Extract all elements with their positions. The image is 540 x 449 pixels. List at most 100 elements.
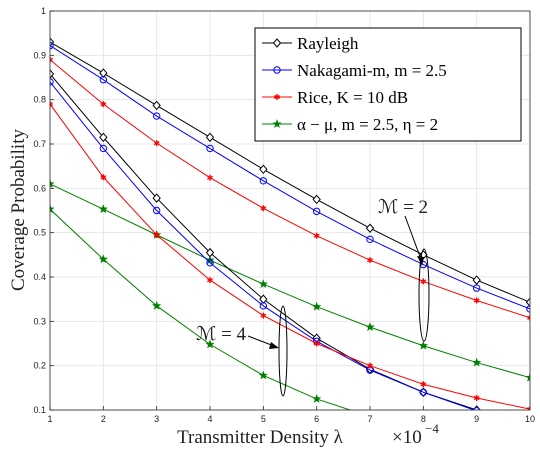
legend-label: Rice, K = 10 dB (297, 88, 408, 107)
marker (365, 223, 375, 233)
marker (258, 279, 268, 289)
x-tick-label: 4 (207, 414, 212, 424)
marker (98, 204, 108, 214)
marker (473, 297, 480, 304)
marker (313, 232, 320, 239)
x-tick-label: 10 (525, 414, 535, 424)
marker (100, 101, 107, 108)
marker (153, 231, 160, 238)
marker (152, 193, 161, 203)
marker (473, 407, 481, 410)
marker (367, 257, 373, 264)
x-tick-label: 6 (314, 414, 319, 424)
marker (50, 41, 54, 50)
annotation-arrow (404, 215, 423, 263)
marker (527, 314, 530, 321)
marker (365, 322, 375, 332)
marker (206, 259, 214, 267)
marker (99, 68, 108, 78)
marker (258, 370, 268, 380)
marker (152, 100, 161, 111)
x-tick-label: 2 (101, 414, 106, 424)
y-tick-label: 0.6 (33, 183, 46, 193)
y-axis-label: Coverage Probability (8, 129, 29, 291)
marker (472, 275, 481, 285)
x-tick-label: 5 (261, 414, 266, 424)
group-ellipse (418, 248, 430, 342)
legend-label: Rayleigh (297, 34, 359, 53)
annotation-arrow (247, 335, 275, 347)
marker (50, 179, 55, 188)
marker (260, 312, 267, 319)
marker (272, 119, 282, 128)
series-line (50, 208, 352, 410)
marker (205, 247, 215, 258)
marker (98, 254, 108, 264)
x-multiplier-exp: −4 (425, 421, 439, 436)
marker (153, 140, 160, 147)
marker (473, 433, 481, 440)
x-tick-label: 8 (421, 414, 426, 424)
marker (50, 37, 55, 47)
series-line (50, 183, 530, 379)
y-tick-label: 0.1 (33, 405, 46, 415)
group-ellipse (278, 305, 288, 397)
marker (205, 339, 215, 349)
marker (525, 297, 530, 308)
series-line (50, 103, 530, 410)
legend (254, 27, 522, 142)
marker (205, 132, 215, 143)
marker (473, 395, 480, 402)
marker (526, 438, 534, 445)
marker (50, 56, 53, 63)
y-tick-label: 0.7 (33, 139, 46, 149)
marker (312, 394, 322, 403)
marker (419, 388, 428, 396)
axes-frame (49, 10, 531, 411)
marker (274, 94, 280, 100)
marker (259, 164, 268, 175)
marker (207, 174, 213, 181)
y-tick-label: 1 (41, 6, 46, 16)
marker (50, 101, 53, 108)
marker (260, 205, 267, 212)
marker (259, 302, 268, 310)
arrow-head (417, 256, 424, 266)
marker (472, 357, 482, 367)
x-tick-label: 1 (47, 414, 52, 424)
marker (50, 69, 55, 79)
x-axis-label: Transmitter Density λ (177, 427, 344, 448)
marker (272, 38, 282, 48)
marker (206, 144, 214, 153)
marker (259, 177, 268, 185)
marker (50, 78, 54, 86)
y-tick-label: 0.2 (33, 361, 46, 371)
marker (99, 132, 108, 143)
marker (366, 235, 374, 244)
marker (312, 194, 321, 205)
x-multiplier: ×10 (392, 427, 422, 448)
group-annotation: ℳ = 2 (378, 197, 428, 218)
y-tick-label: 0.4 (33, 272, 46, 282)
marker (527, 406, 530, 410)
marker (418, 340, 428, 350)
marker (312, 207, 321, 216)
marker (312, 301, 322, 311)
marker (152, 300, 162, 310)
legend-label: Nakagami-m, m = 2.5 (297, 61, 447, 80)
series-line (50, 41, 530, 303)
marker (273, 66, 281, 74)
legend-label: α − μ, m = 2.5, η = 2 (297, 115, 438, 134)
marker (100, 174, 107, 181)
marker (367, 362, 373, 369)
arrow-head (269, 342, 279, 349)
marker (50, 204, 55, 214)
series-line (50, 59, 530, 319)
x-tick-label: 7 (367, 414, 372, 424)
marker (99, 144, 108, 153)
series-line (50, 81, 476, 410)
marker (420, 381, 427, 388)
marker (472, 284, 481, 292)
marker (259, 294, 268, 304)
